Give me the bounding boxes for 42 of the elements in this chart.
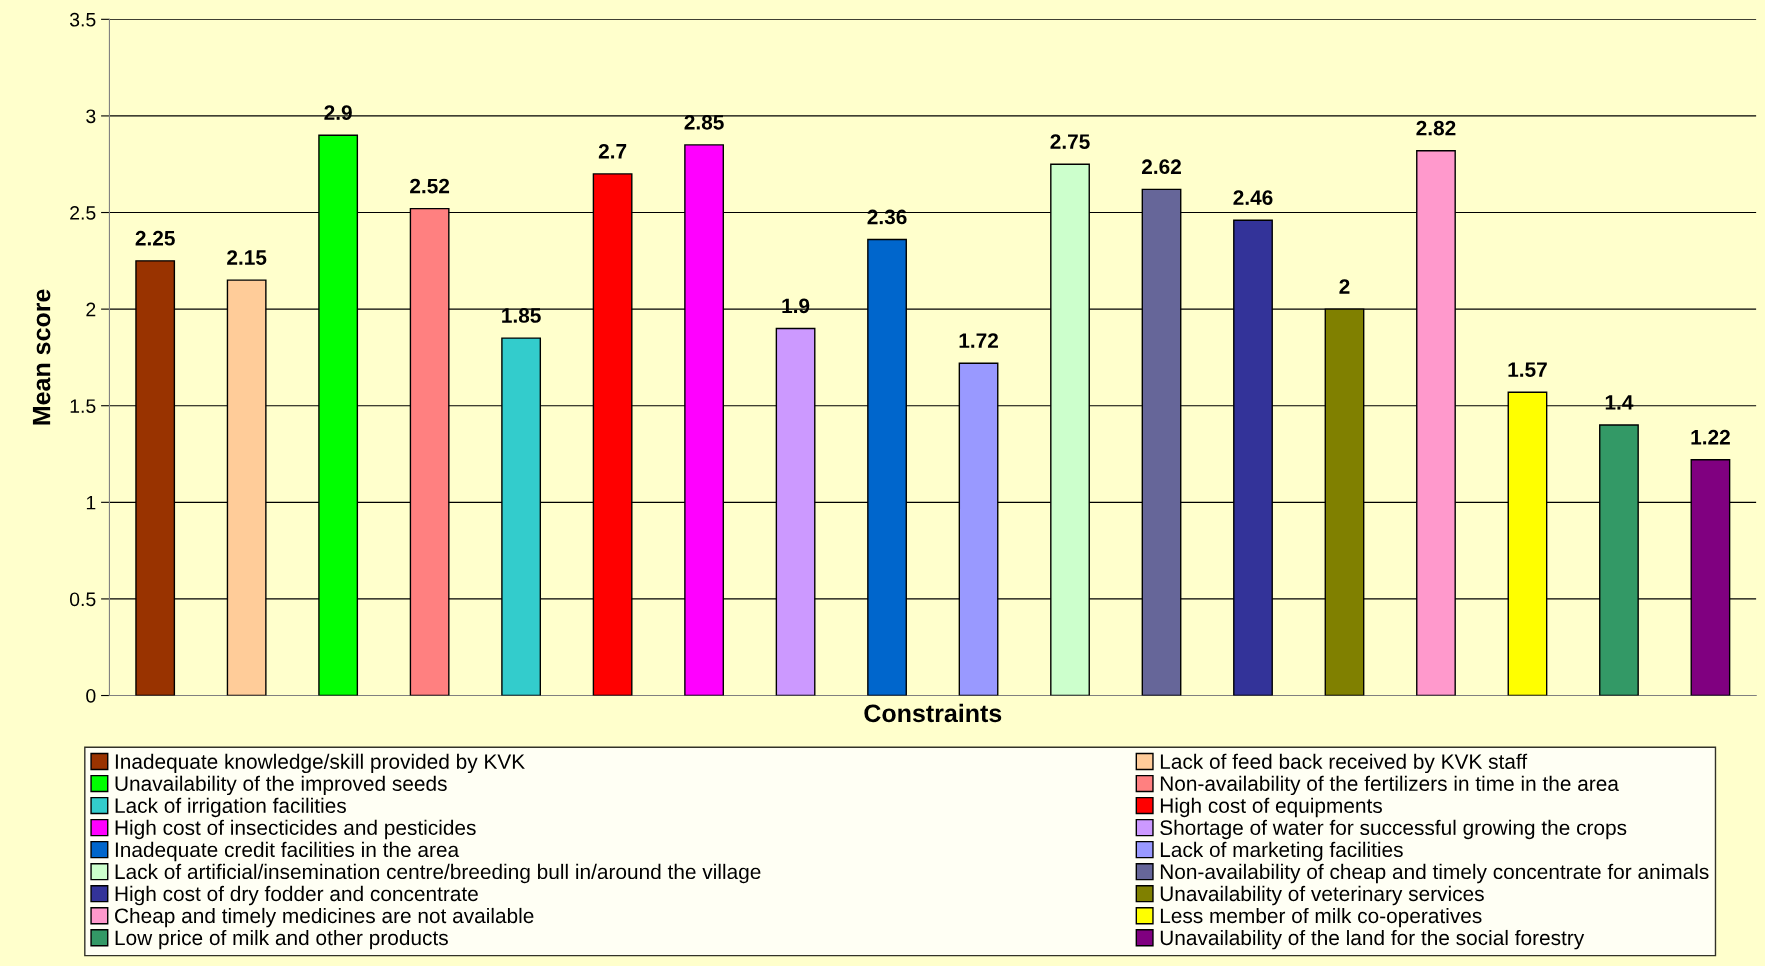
legend-label: High cost of insecticides and pesticides: [115, 819, 476, 840]
legend-label: High cost of dry fodder and concentrate: [115, 885, 478, 906]
y-tick-label: 2.5: [70, 205, 96, 220]
data-label: 2.52: [410, 178, 450, 194]
legend-label: Inadequate knowledge/skill provided by KVK: [115, 753, 525, 774]
legend-label: Cheap and timely medicines are not available: [115, 907, 534, 928]
data-label: 1.72: [959, 333, 998, 348]
y-axis-title: Mean score: [32, 289, 51, 425]
legend-label: High cost of equipments: [1160, 797, 1382, 818]
legend-label: Unavailability of the improved seeds: [115, 775, 447, 796]
data-label: 2.7: [598, 143, 627, 159]
legend-label: Unavailability of veterinary services: [1160, 885, 1484, 906]
legend-label: Less member of milk co-operatives: [1160, 907, 1482, 928]
legend-label: Lack of feed back received by KVK staff: [1160, 753, 1528, 774]
data-label: 1.85: [502, 308, 541, 323]
y-tick-label: 1: [86, 495, 96, 510]
y-tick-label: 0: [86, 688, 96, 703]
legend-label: Low price of milk and other products: [115, 929, 448, 950]
legend-label: Unavailability of the land for the social forestry: [1160, 929, 1585, 950]
data-label: 1.22: [1691, 429, 1730, 445]
y-tick-label: 2: [86, 302, 96, 317]
data-label: 2.25: [135, 230, 175, 246]
y-tick-label: 1.5: [70, 399, 96, 413]
data-label: 2.46: [1233, 190, 1273, 206]
legend-label: Non-availability of the fertilizers in time in the area: [1160, 775, 1619, 796]
x-axis-title: Constraints: [864, 703, 1002, 723]
legend-label: Non-availability of cheap and timely concentrate for animals: [1160, 863, 1709, 884]
legend-label: Lack of irrigation facilities: [115, 797, 346, 818]
data-label: 2.62: [1141, 159, 1181, 175]
legend-label: Lack of marketing facilities: [1160, 841, 1403, 862]
legend-label: Shortage of water for successful growing the crops: [1160, 819, 1627, 840]
data-label: 2: [1339, 279, 1350, 294]
y-tick-label: 3: [86, 109, 96, 124]
y-tick-label: 3.5: [69, 12, 96, 27]
data-label: 2.15: [227, 250, 267, 265]
data-label: 1.57: [1508, 362, 1547, 377]
data-label: 2.85: [684, 114, 724, 130]
data-label: 2.82: [1416, 120, 1456, 136]
legend-label: Lack of artificial/insemination centre/breeding bull in/around the village: [115, 863, 761, 884]
y-tick-label: 0.5: [69, 592, 96, 607]
data-label: 2.75: [1050, 134, 1090, 149]
legend-label: Inadequate credit facilities in the area: [115, 841, 460, 862]
